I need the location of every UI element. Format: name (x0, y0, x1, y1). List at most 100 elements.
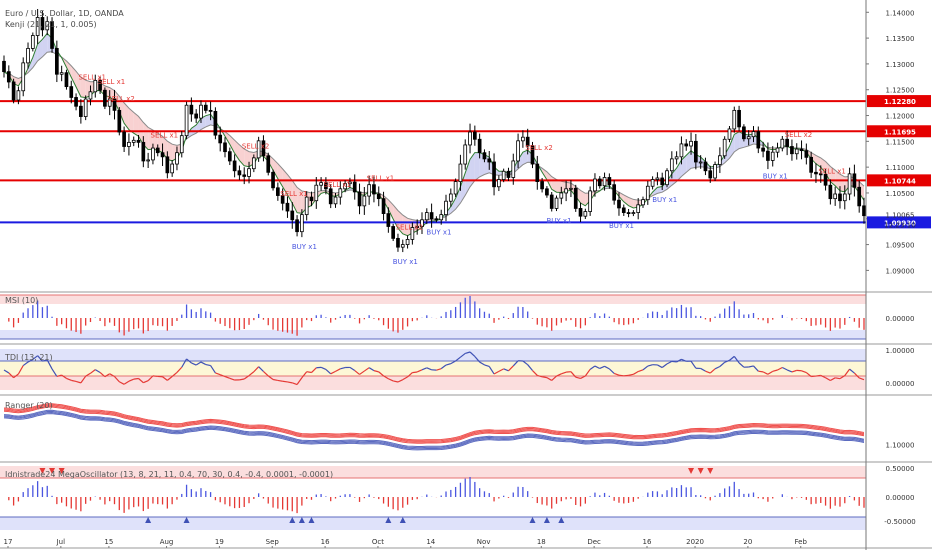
cloud-segment (273, 158, 278, 179)
tdi-line-segment (94, 369, 101, 373)
sell-signal-label: SELL x1 (280, 190, 308, 198)
megaoscillator-pane (0, 466, 866, 530)
time-tick-label: 19 (215, 538, 224, 546)
cloud-segment (556, 179, 562, 193)
cloud-segment (244, 149, 250, 167)
tdi-line-segment (13, 373, 19, 379)
candle (112, 98, 117, 111)
candle (746, 136, 751, 140)
tdi-line-segment (584, 368, 591, 377)
candle (83, 98, 88, 117)
cloud-segment (681, 155, 687, 177)
candle (708, 170, 713, 179)
candle (569, 187, 573, 190)
cloud-segment (76, 71, 81, 97)
tdi-line-segment (445, 363, 451, 366)
tdi-line-segment (42, 359, 48, 362)
candle (405, 239, 410, 245)
candle (790, 146, 794, 155)
tdi-line-segment (61, 374, 67, 379)
tdi-line-segment (8, 372, 15, 379)
tdi-line-segment (191, 362, 197, 366)
candle (501, 170, 506, 180)
osc-buy-marker (289, 517, 296, 523)
candle (636, 204, 641, 213)
tdi-line-segment (474, 356, 481, 363)
tdi-line-segment (272, 378, 278, 382)
tdi-line-segment (551, 375, 557, 381)
cloud-segment (167, 141, 173, 161)
cloud-segment (152, 130, 158, 151)
msi-upper-band (0, 295, 866, 304)
cloud-segment (522, 150, 528, 165)
candle (573, 187, 578, 209)
msi-pane (0, 294, 866, 340)
candle (862, 205, 866, 217)
ranger-band-line (3, 411, 865, 450)
tdi-line-segment (243, 375, 250, 380)
tdi-line-segment (51, 368, 58, 377)
candle (131, 139, 136, 143)
cloud-segment (455, 186, 461, 210)
tdi-line-segment (440, 364, 447, 370)
candle (540, 181, 544, 190)
tdi-line-segment (37, 355, 43, 362)
tdi-line-segment (599, 365, 605, 370)
candle (179, 135, 184, 154)
candle (6, 71, 11, 83)
candle (511, 160, 516, 178)
candle (842, 193, 847, 202)
tdi-mid-band (0, 361, 866, 376)
candle (468, 131, 472, 146)
tdi-line-segment (123, 380, 130, 385)
tdi-line-segment (325, 369, 332, 375)
cloud-segment (234, 140, 240, 161)
candle (314, 184, 319, 202)
candle (857, 186, 862, 207)
candle (55, 48, 59, 75)
candle (578, 208, 583, 217)
tdi-line-segment (397, 379, 404, 383)
osc-sell-marker (707, 468, 714, 474)
ranger-band-line (3, 405, 865, 443)
tdi-line-segment (541, 376, 548, 379)
msi-title: MSI (10) (5, 296, 38, 305)
cloud-segment (474, 152, 480, 181)
cloud-segment (729, 134, 735, 159)
candle (309, 196, 314, 202)
cloud-segment (239, 144, 245, 166)
buy-signal-label: BUY x1 (609, 222, 634, 230)
tdi-line-segment (782, 366, 788, 371)
candle (424, 212, 429, 221)
tdi-line-segment (373, 370, 379, 373)
osc-buy-marker (183, 517, 190, 523)
candle (227, 151, 232, 162)
candle (742, 126, 746, 140)
tdi-line-segment (402, 376, 408, 381)
candle (69, 86, 74, 98)
candle (785, 138, 789, 147)
candle (386, 213, 391, 227)
price-tick-label: 1.13500 (886, 35, 915, 43)
candle (194, 113, 199, 119)
tdi-line-segment (114, 376, 120, 383)
tdi-line-segment (22, 361, 29, 367)
tdi-line-segment (258, 366, 264, 372)
tdi-line-segment (835, 377, 841, 380)
level-tag (867, 174, 931, 187)
tdi-line-segment (657, 364, 663, 369)
tdi-line-segment (253, 366, 260, 373)
buy-signal-label: BUY x1 (426, 228, 451, 236)
cloud-segment (470, 152, 475, 187)
tdi-line-segment (104, 373, 111, 378)
tdi-line-segment (589, 365, 596, 370)
candle (261, 140, 266, 157)
tdi-line-segment (820, 374, 826, 379)
tdi-line-segment (546, 377, 553, 381)
sell-signal-label: SELL x2 (107, 95, 135, 103)
candle (487, 158, 492, 163)
candle (525, 136, 530, 147)
